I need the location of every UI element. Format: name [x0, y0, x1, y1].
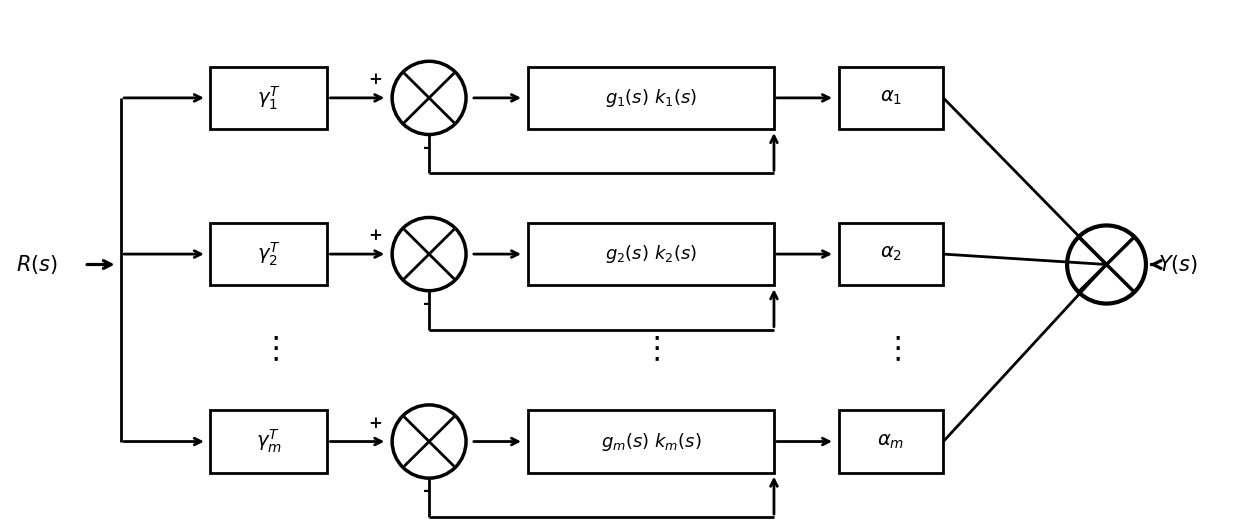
Text: +: +	[368, 71, 382, 88]
Text: $\gamma_2^T$: $\gamma_2^T$	[257, 240, 280, 268]
Text: -: -	[423, 482, 430, 500]
Text: $g_m(s)\ k_m(s)$: $g_m(s)\ k_m(s)$	[600, 431, 701, 452]
Text: $g_2(s)\ k_2(s)$: $g_2(s)\ k_2(s)$	[605, 243, 697, 265]
Text: $\gamma_1^T$: $\gamma_1^T$	[257, 84, 280, 112]
Bar	[838, 67, 944, 129]
Text: -: -	[423, 139, 430, 157]
Text: $R(s)$: $R(s)$	[16, 253, 58, 276]
Bar	[528, 223, 774, 285]
Text: $\vdots$: $\vdots$	[641, 334, 660, 365]
Text: $\alpha_m$: $\alpha_m$	[878, 432, 904, 451]
Text: -: -	[423, 295, 430, 313]
Text: $\vdots$: $\vdots$	[882, 334, 900, 365]
Text: +: +	[368, 227, 382, 244]
Bar	[528, 411, 774, 473]
Text: $\alpha_1$: $\alpha_1$	[880, 89, 901, 107]
Text: $Y(s)$: $Y(s)$	[1158, 253, 1198, 276]
Bar	[211, 67, 327, 129]
Bar	[838, 411, 944, 473]
Text: +: +	[368, 415, 382, 432]
Text: $g_1(s)\ k_1(s)$: $g_1(s)\ k_1(s)$	[605, 87, 697, 109]
Bar	[211, 223, 327, 285]
Bar	[528, 67, 774, 129]
Text: $\gamma_m^T$: $\gamma_m^T$	[255, 428, 281, 455]
Text: $\alpha_2$: $\alpha_2$	[880, 245, 901, 263]
Bar	[838, 223, 944, 285]
Text: $\vdots$: $\vdots$	[259, 334, 278, 365]
Bar	[211, 411, 327, 473]
